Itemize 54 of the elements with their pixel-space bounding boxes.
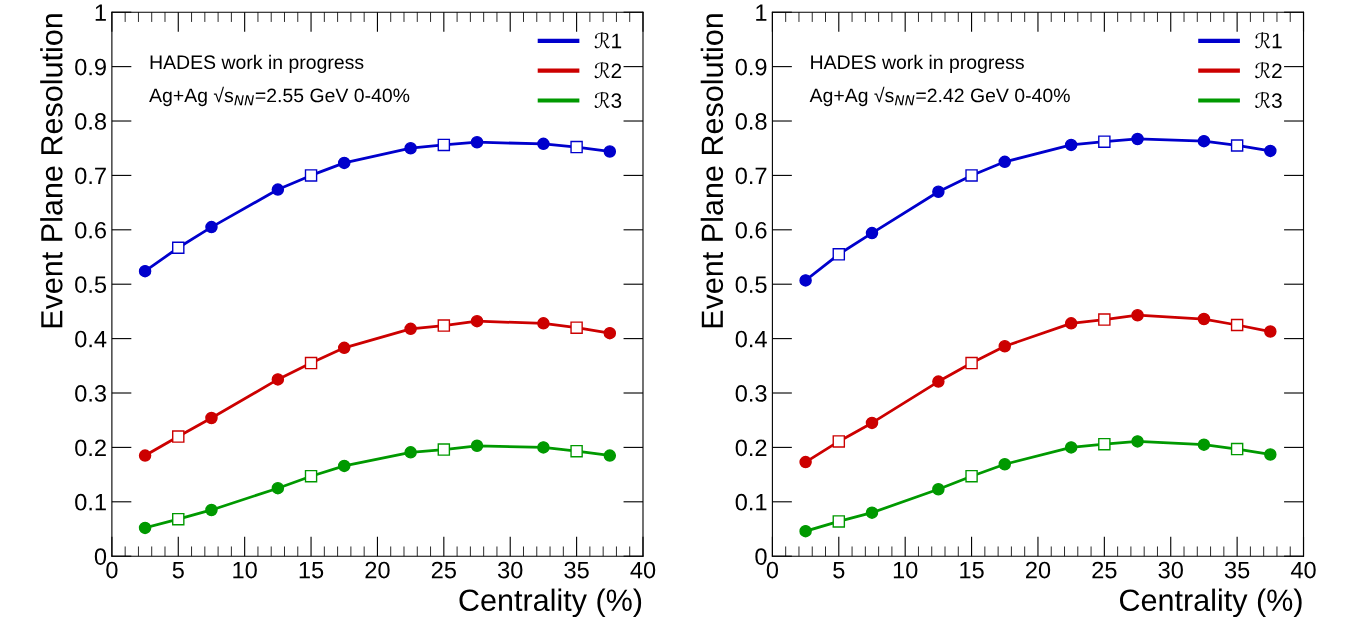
- y-tick-label: 0.7: [75, 167, 106, 185]
- y-tick-label: 0: [94, 548, 107, 565]
- x-tick-label: 0: [766, 561, 779, 579]
- y-axis-title: Event Plane Resolution: [700, 14, 724, 328]
- x-tick-label: 35: [564, 561, 589, 579]
- y-tick-label: 0.3: [735, 385, 767, 402]
- x-tick-label: 30: [1158, 561, 1183, 579]
- legend-label: ℛ1: [594, 32, 622, 49]
- x-tick-label: 15: [299, 561, 324, 579]
- annotation: HADES work in progress: [811, 54, 1024, 73]
- legend-label: ℛ2: [1255, 61, 1282, 79]
- y-tick-label: 0.2: [75, 439, 106, 457]
- x-tick-label: 25: [1092, 561, 1117, 579]
- y-tick-label: 0.1: [75, 493, 106, 511]
- x-tick-label: 35: [1224, 561, 1250, 579]
- y-tick-label: 0: [755, 548, 767, 565]
- annotation: Ag+Ag √s$_{NN}$=2.55 GeV 0-40%: [149, 86, 410, 107]
- y-tick-label: 0.6: [75, 221, 106, 239]
- x-tick-label: 20: [365, 561, 390, 579]
- y-tick-label: 0.4: [735, 330, 767, 348]
- y-axis-title: Event Plane Resolution: [40, 14, 63, 328]
- x-tick-label: 5: [833, 561, 845, 579]
- legend-label: ℛ3: [594, 91, 622, 109]
- x-tick-label: 15: [960, 561, 984, 579]
- x-axis-title: Centrality (%): [459, 588, 642, 618]
- x-axis-title: Centrality (%): [1120, 588, 1302, 618]
- legend-label: ℛ1: [1255, 32, 1282, 49]
- x-tick-label: 30: [497, 561, 523, 579]
- x-tick-label: 40: [630, 561, 656, 579]
- x-tick-label: 20: [1026, 561, 1051, 579]
- y-tick-label: 1: [95, 4, 106, 21]
- y-tick-label: 0.4: [75, 330, 107, 348]
- y-tick-label: 0.3: [75, 385, 106, 402]
- y-tick-label: 0.9: [735, 58, 767, 76]
- x-tick-label: 5: [172, 561, 184, 579]
- legend-label: ℛ2: [594, 61, 622, 79]
- y-tick-label: 0.1: [735, 493, 767, 511]
- y-tick-label: 0.2: [735, 439, 767, 457]
- x-tick-label: 0: [106, 561, 118, 579]
- y-tick-label: 0.6: [735, 221, 767, 239]
- y-tick-label: 1: [756, 4, 767, 21]
- y-tick-label: 0.8: [735, 113, 767, 130]
- y-tick-label: 0.8: [75, 113, 106, 130]
- x-tick-label: 25: [431, 561, 456, 579]
- y-tick-label: 0.5: [735, 276, 767, 293]
- x-tick-label: 10: [893, 561, 918, 579]
- annotation: HADES work in progress: [150, 54, 364, 73]
- y-tick-label: 0.7: [735, 167, 767, 185]
- x-tick-label: 10: [233, 561, 257, 579]
- legend-label: ℛ3: [1255, 91, 1282, 109]
- x-tick-label: 40: [1290, 561, 1316, 579]
- y-tick-label: 0.5: [75, 276, 107, 293]
- y-tick-label: 0.9: [75, 58, 106, 76]
- annotation: Ag+Ag √s$_{NN}$=2.42 GeV 0-40%: [809, 86, 1070, 107]
